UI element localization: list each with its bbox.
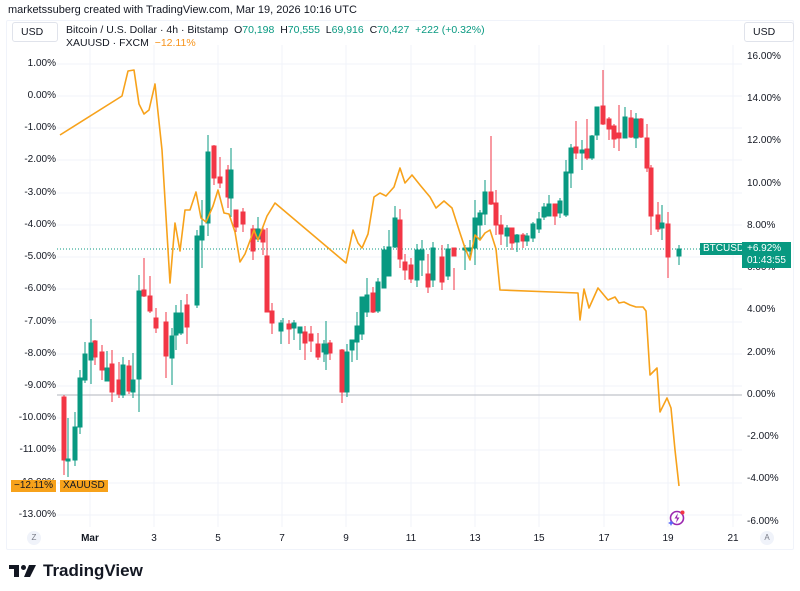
chart-frame — [6, 20, 794, 550]
right-axis-tick: -6.00% — [747, 516, 779, 527]
btc-label-tag: BTCUSD — [700, 243, 748, 255]
btc-countdown: 01:43:55 — [747, 255, 786, 266]
legend-close-label: C — [369, 24, 378, 36]
lightning-assistant-icon[interactable] — [667, 508, 687, 528]
right-axis-tick: 10.00% — [747, 178, 781, 189]
x-axis-tick: 5 — [215, 533, 221, 544]
btc-value: +6.92% — [747, 243, 782, 254]
legend-high-value: 70,555 — [287, 24, 320, 36]
right-axis-tick: 14.00% — [747, 93, 781, 104]
xau-value-tag: −12.11% — [11, 480, 57, 492]
right-axis-tick: -4.00% — [747, 473, 779, 484]
legend-high-label: H — [280, 24, 288, 36]
right-axis-tick: 0.00% — [747, 389, 776, 400]
right-axis-tick: 2.00% — [747, 347, 776, 358]
auto-scale-button[interactable]: A — [760, 531, 774, 545]
x-axis-tick: 3 — [151, 533, 157, 544]
legend-change: +222 (+0.32%) — [415, 24, 485, 36]
xau-label-tag: XAUUSD — [60, 480, 108, 492]
left-currency-button[interactable]: USD — [12, 22, 58, 42]
x-axis-tick: 19 — [662, 533, 674, 544]
left-axis-tick: -10.00% — [18, 412, 56, 423]
left-axis-tick: -5.00% — [24, 251, 56, 262]
right-axis-tick: 12.00% — [747, 135, 781, 146]
brand-name: TradingView — [43, 561, 143, 580]
legend-compare-symbol[interactable]: XAUUSD · FXCM — [66, 37, 149, 49]
right-axis-tick: 8.00% — [747, 220, 776, 231]
right-currency-button[interactable]: USD — [744, 22, 794, 42]
x-axis-tick: 11 — [405, 533, 417, 544]
x-axis-tick: 21 — [727, 533, 739, 544]
legend-compare-row: XAUUSD · FXCM −12.11% — [66, 37, 485, 50]
btc-candles — [61, 70, 682, 477]
left-axis-tick: -4.00% — [24, 219, 56, 230]
left-axis-tick: -13.00% — [18, 509, 56, 520]
left-axis-tick: -2.00% — [24, 154, 56, 165]
grid-lines — [57, 45, 742, 527]
left-axis-tick: -6.00% — [24, 283, 56, 294]
xauusd-line — [59, 69, 680, 487]
left-axis-tick: -8.00% — [24, 348, 56, 359]
legend-low-value: 69,916 — [331, 24, 364, 36]
left-axis-tick: -9.00% — [24, 380, 56, 391]
left-axis-tick: -1.00% — [24, 122, 56, 133]
legend-main-row: Bitcoin / U.S. Dollar · 4h · Bitstamp O7… — [66, 24, 485, 37]
left-axis-tick: -11.00% — [19, 444, 56, 455]
zoom-button[interactable]: Z — [27, 531, 41, 545]
x-axis-tick: 7 — [279, 533, 285, 544]
right-axis-tick: -2.00% — [747, 431, 779, 442]
tradingview-logo[interactable]: TradingView — [9, 561, 143, 581]
tradingview-logo-icon — [9, 565, 36, 577]
legend-low-label: L — [325, 24, 332, 36]
attribution-text: marketssuberg created with TradingView.c… — [8, 4, 357, 16]
legend-close-value: 70,427 — [377, 24, 410, 36]
left-axis-tick: 1.00% — [27, 58, 56, 69]
btc-value-tag: +6.92% 01:43:55 — [742, 242, 791, 268]
x-axis-tick: 15 — [533, 533, 545, 544]
left-axis-tick: -7.00% — [24, 316, 56, 327]
left-axis-tick: 0.00% — [27, 90, 56, 101]
x-axis-tick: 13 — [469, 533, 481, 544]
legend-open-value: 70,198 — [242, 24, 275, 36]
right-axis-tick: 16.00% — [747, 51, 781, 62]
right-axis-tick: 4.00% — [747, 304, 776, 315]
left-axis-tick: -3.00% — [24, 187, 56, 198]
legend-compare-change: −12.11% — [154, 37, 196, 49]
chart-legend: Bitcoin / U.S. Dollar · 4h · Bitstamp O7… — [66, 24, 485, 50]
legend-open-label: O — [234, 24, 243, 36]
x-axis-tick: Mar — [81, 533, 99, 544]
x-axis-tick: 17 — [598, 533, 610, 544]
legend-symbol[interactable]: Bitcoin / U.S. Dollar · 4h · Bitstamp — [66, 24, 229, 36]
x-axis-tick: 9 — [343, 533, 349, 544]
